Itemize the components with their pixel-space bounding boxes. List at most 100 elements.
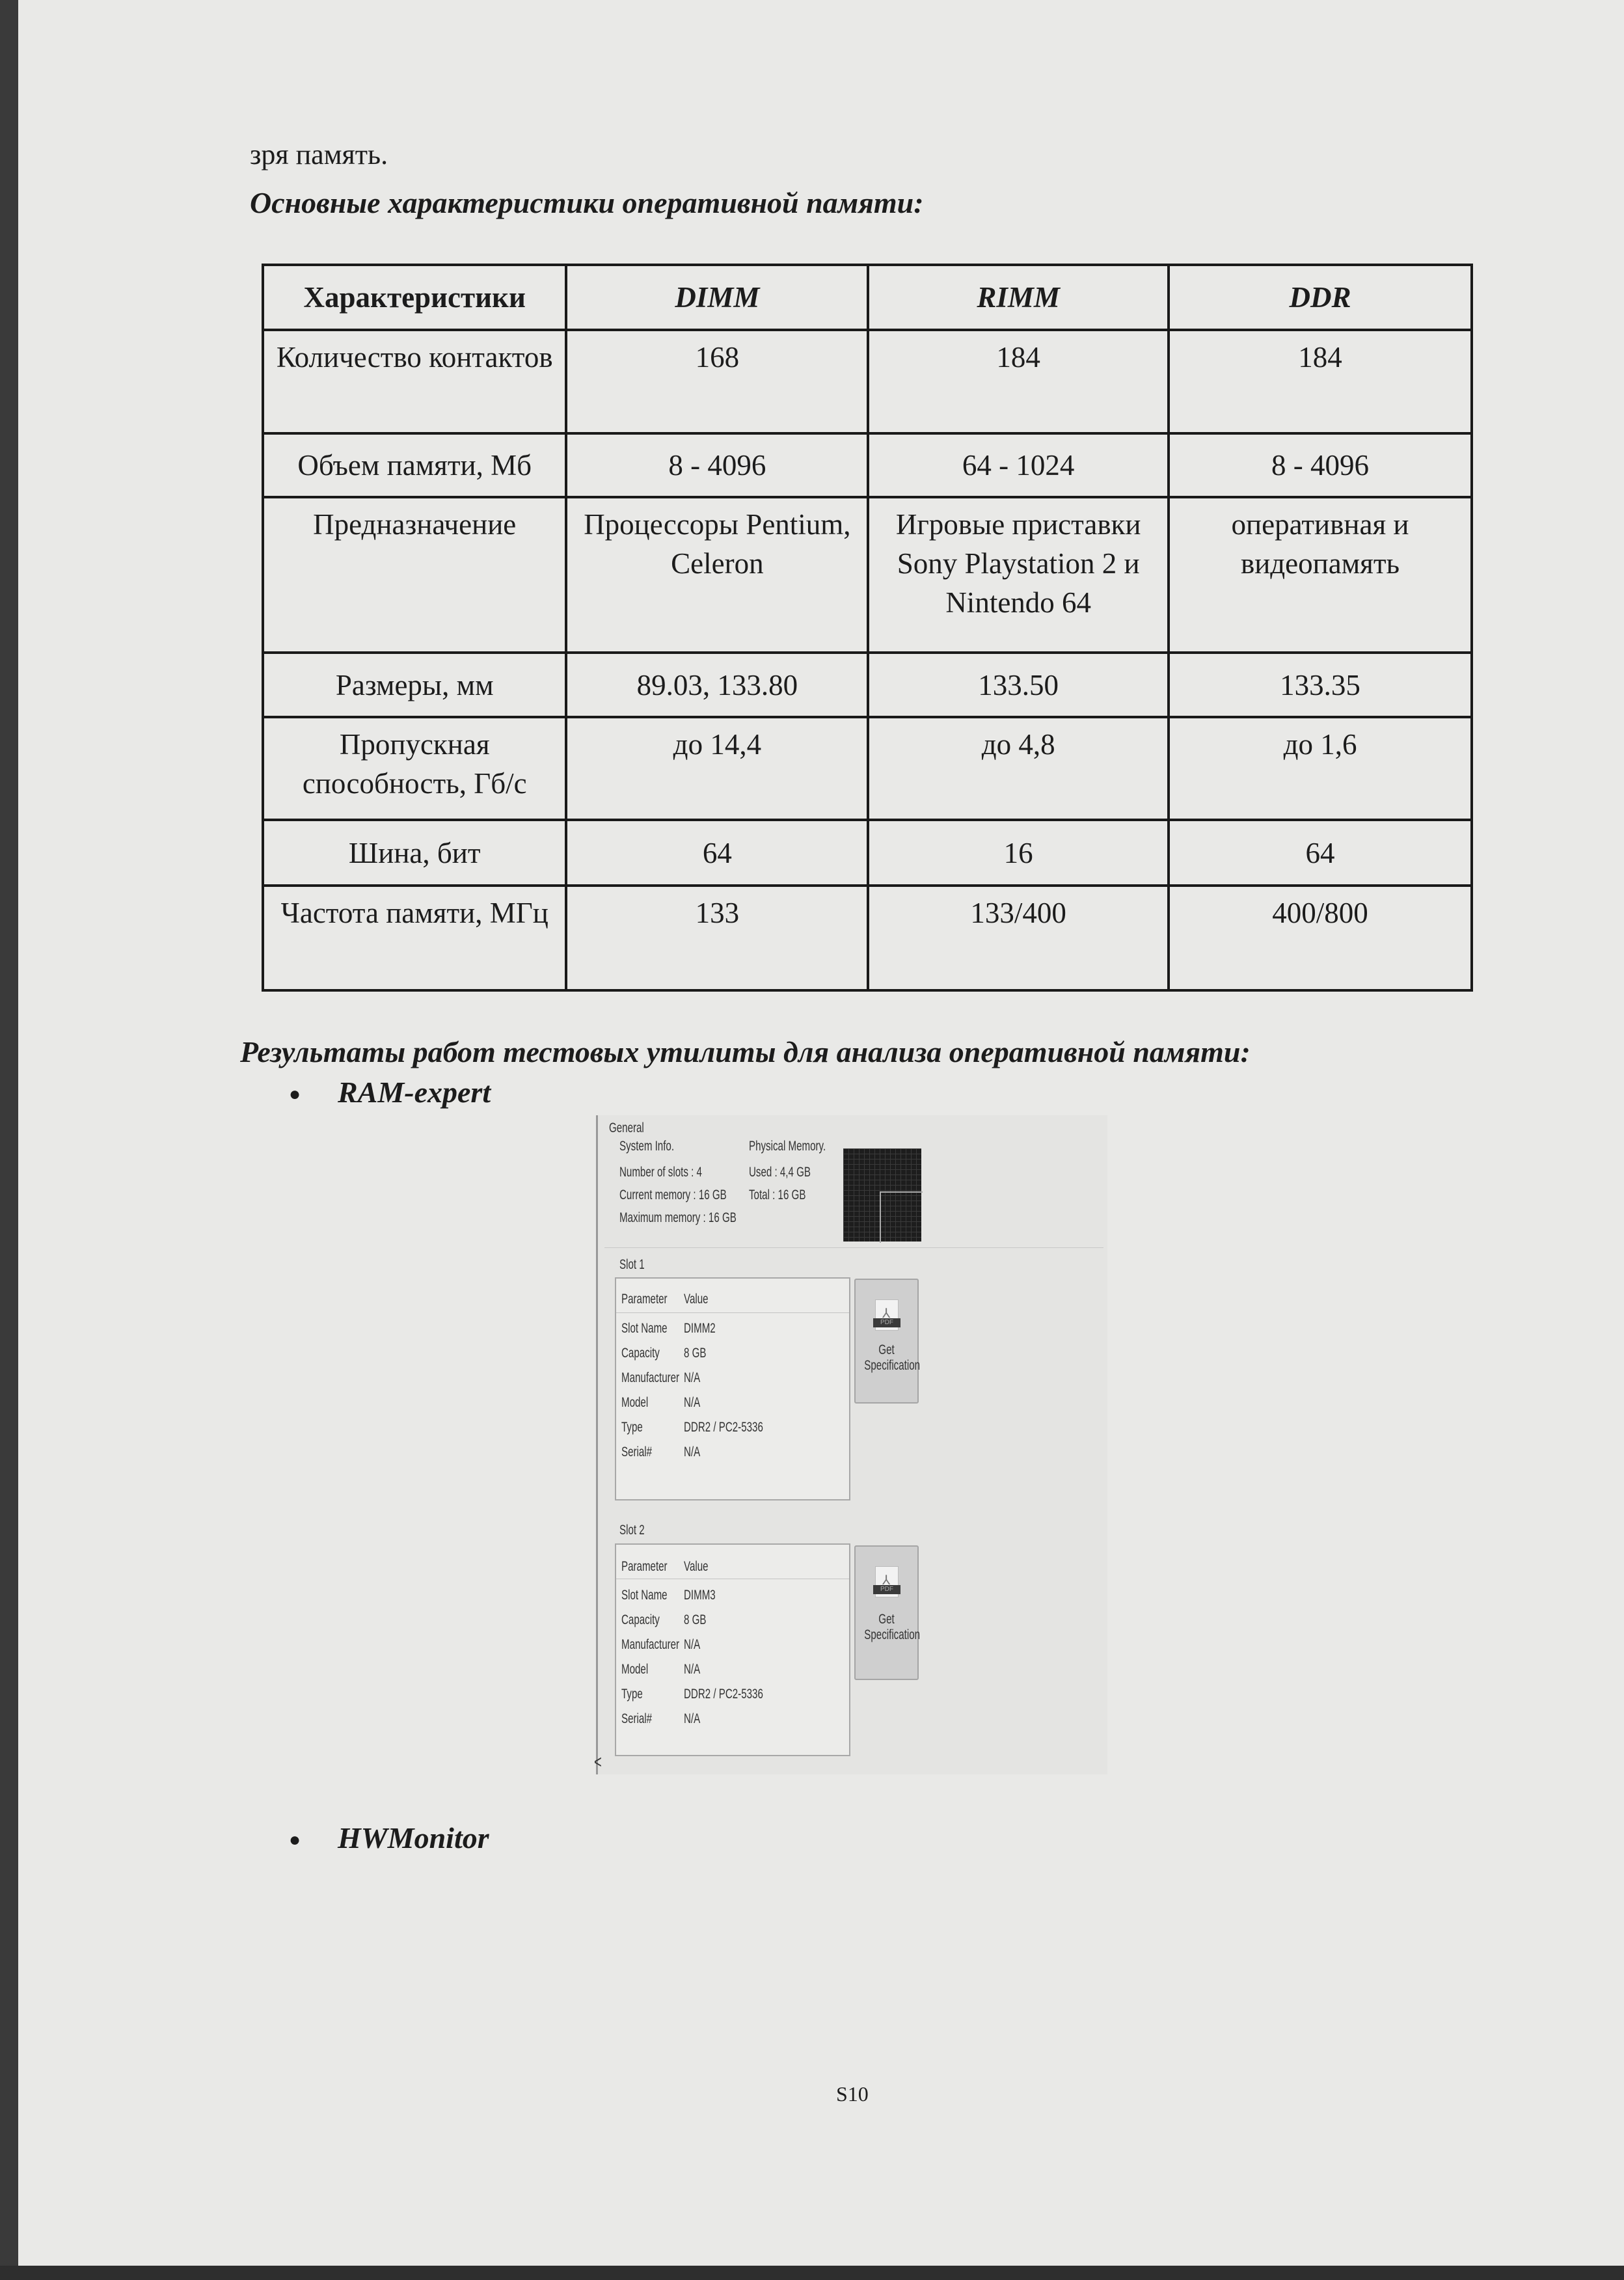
table-cell: оперативная и видеопамять (1167, 496, 1473, 654)
param-value: N/A (684, 1711, 701, 1726)
param-name: Type (621, 1420, 643, 1435)
memory-total: Total : 16 GB (749, 1188, 806, 1202)
param-name: Manufacturer (621, 1637, 680, 1652)
get-specification-button-slot-1[interactable]: ⅄ PDF Get Specification (854, 1279, 921, 1404)
param-value: N/A (684, 1662, 701, 1677)
table-cell: 8 - 4096 (565, 432, 870, 498)
header-cell: DDR (1167, 264, 1473, 331)
table-cell: 89.03, 133.80 (565, 651, 870, 718)
param-value: DIMM3 (684, 1588, 716, 1603)
table-cell: Количество контактов (261, 329, 568, 435)
get-specification-button-slot-2[interactable]: ⅄ PDF Get Specification (854, 1545, 921, 1680)
table-cell: 133 (565, 884, 870, 992)
param-value: 8 GB (684, 1346, 707, 1361)
slot-2-list: Parameter Value Slot Name DIMM3 Capacity… (615, 1543, 850, 1756)
table-header-row: Характеристики DIMM RIMM DDR (261, 264, 1473, 331)
table-cell: 400/800 (1167, 884, 1473, 992)
table-cell: до 1,6 (1167, 716, 1473, 821)
param-name: Serial# (621, 1445, 653, 1459)
table-cell: Процессоры Pentium, Celeron (565, 496, 870, 654)
table-row: Размеры, мм 89.03, 133.80 133.50 133.35 (261, 651, 1473, 718)
divider (604, 1247, 1103, 1248)
physical-memory-label: Physical Memory. (749, 1139, 826, 1154)
table-row: Объем памяти, Мб 8 - 4096 64 - 1024 8 - … (261, 432, 1473, 498)
group-general-label: General (609, 1120, 644, 1135)
param-value: N/A (684, 1637, 701, 1652)
param-value: N/A (684, 1395, 701, 1410)
table-row: Количество контактов 168 184 184 (261, 329, 1473, 435)
scan-edge-bottom (0, 2266, 1624, 2280)
bullet-hwmonitor: HWMonitor (338, 1821, 489, 1854)
ram-expert-screenshot: General System Info. Physical Memory. Nu… (594, 1115, 1107, 1774)
bullet-icon: ● (289, 1083, 301, 1105)
column-value[interactable]: Value (684, 1559, 709, 1574)
column-value[interactable]: Value (684, 1292, 709, 1307)
table-cell: Предназначение (261, 496, 568, 654)
button-label: Get (878, 1612, 895, 1627)
bullet-ram-expert: RAM-expert (338, 1076, 491, 1109)
table-cell: Игровые приставки Sony Playstation 2 и N… (867, 496, 1171, 654)
table-cell: до 4,8 (867, 716, 1171, 821)
param-name: Type (621, 1687, 643, 1702)
table-cell: Шина, бит (261, 819, 568, 887)
table-cell: 16 (867, 819, 1171, 887)
table-cell: 8 - 4096 (1167, 432, 1473, 498)
pdf-icon: ⅄ PDF (873, 1566, 900, 1597)
pdf-icon: ⅄ PDF (873, 1299, 900, 1331)
bullet-icon: ● (289, 1829, 301, 1851)
number-of-slots: Number of slots : 4 (619, 1165, 702, 1180)
param-value: DDR2 / PC2-5336 (684, 1687, 763, 1702)
table-cell: 168 (565, 329, 870, 435)
header-cell: Характеристики (261, 264, 568, 331)
param-name: Model (621, 1662, 649, 1677)
page-number: S10 (836, 2082, 869, 2106)
system-info-label: System Info. (619, 1139, 675, 1154)
table-cell: 64 - 1024 (867, 432, 1171, 498)
intro-text: зря память. (250, 139, 388, 170)
table-cell: Пропускная способность, Гб/с (261, 716, 568, 821)
table-cell: 133.50 (867, 651, 1171, 718)
table-cell: Объем памяти, Мб (261, 432, 568, 498)
table-row: Частота памяти, МГц 133 133/400 400/800 (261, 884, 1473, 992)
button-label: Get (878, 1342, 895, 1357)
column-parameter[interactable]: Parameter (621, 1559, 668, 1574)
table-cell: Частота памяти, МГц (261, 884, 568, 992)
button-label: Specification (864, 1627, 921, 1642)
table-cell: 133/400 (867, 884, 1171, 992)
slot-2-label: Slot 2 (619, 1523, 645, 1538)
button-label: Specification (864, 1358, 921, 1373)
table-heading: Основные характеристики оперативной памя… (250, 186, 924, 219)
param-value: N/A (684, 1370, 701, 1385)
memory-used: Used : 4,4 GB (749, 1165, 811, 1180)
maximum-memory: Maximum memory : 16 GB (619, 1210, 737, 1225)
param-name: Serial# (621, 1711, 653, 1726)
header-cell: DIMM (565, 264, 870, 331)
scroll-left-arrow-icon[interactable]: < (594, 1752, 602, 1772)
param-value: 8 GB (684, 1612, 707, 1627)
table-cell: 64 (1167, 819, 1473, 887)
scan-edge-left (0, 0, 18, 2280)
header-cell: RIMM (867, 264, 1171, 331)
param-name: Slot Name (621, 1321, 668, 1336)
param-name: Capacity (621, 1612, 660, 1627)
table-row: Шина, бит 64 16 64 (261, 819, 1473, 887)
param-name: Slot Name (621, 1588, 668, 1603)
memory-spec-table: Характеристики DIMM RIMM DDR Количество … (261, 264, 1473, 992)
param-name: Capacity (621, 1346, 660, 1361)
table-cell: Размеры, мм (261, 651, 568, 718)
param-name: Model (621, 1395, 649, 1410)
memory-usage-graph (843, 1148, 923, 1243)
param-value: DDR2 / PC2-5336 (684, 1420, 763, 1435)
column-parameter[interactable]: Parameter (621, 1292, 668, 1307)
table-cell: 184 (1167, 329, 1473, 435)
param-value: N/A (684, 1445, 701, 1459)
param-value: DIMM2 (684, 1321, 716, 1336)
slot-1-label: Slot 1 (619, 1257, 645, 1272)
results-heading: Результаты работ тестовых утилиты для ан… (240, 1035, 1251, 1068)
table-row: Предназначение Процессоры Pentium, Celer… (261, 496, 1473, 654)
param-name: Manufacturer (621, 1370, 680, 1385)
slot-1-list: Parameter Value Slot Name DIMM2 Capacity… (615, 1277, 850, 1500)
table-cell: 64 (565, 819, 870, 887)
current-memory: Current memory : 16 GB (619, 1188, 727, 1202)
table-row: Пропускная способность, Гб/с до 14,4 до … (261, 716, 1473, 821)
